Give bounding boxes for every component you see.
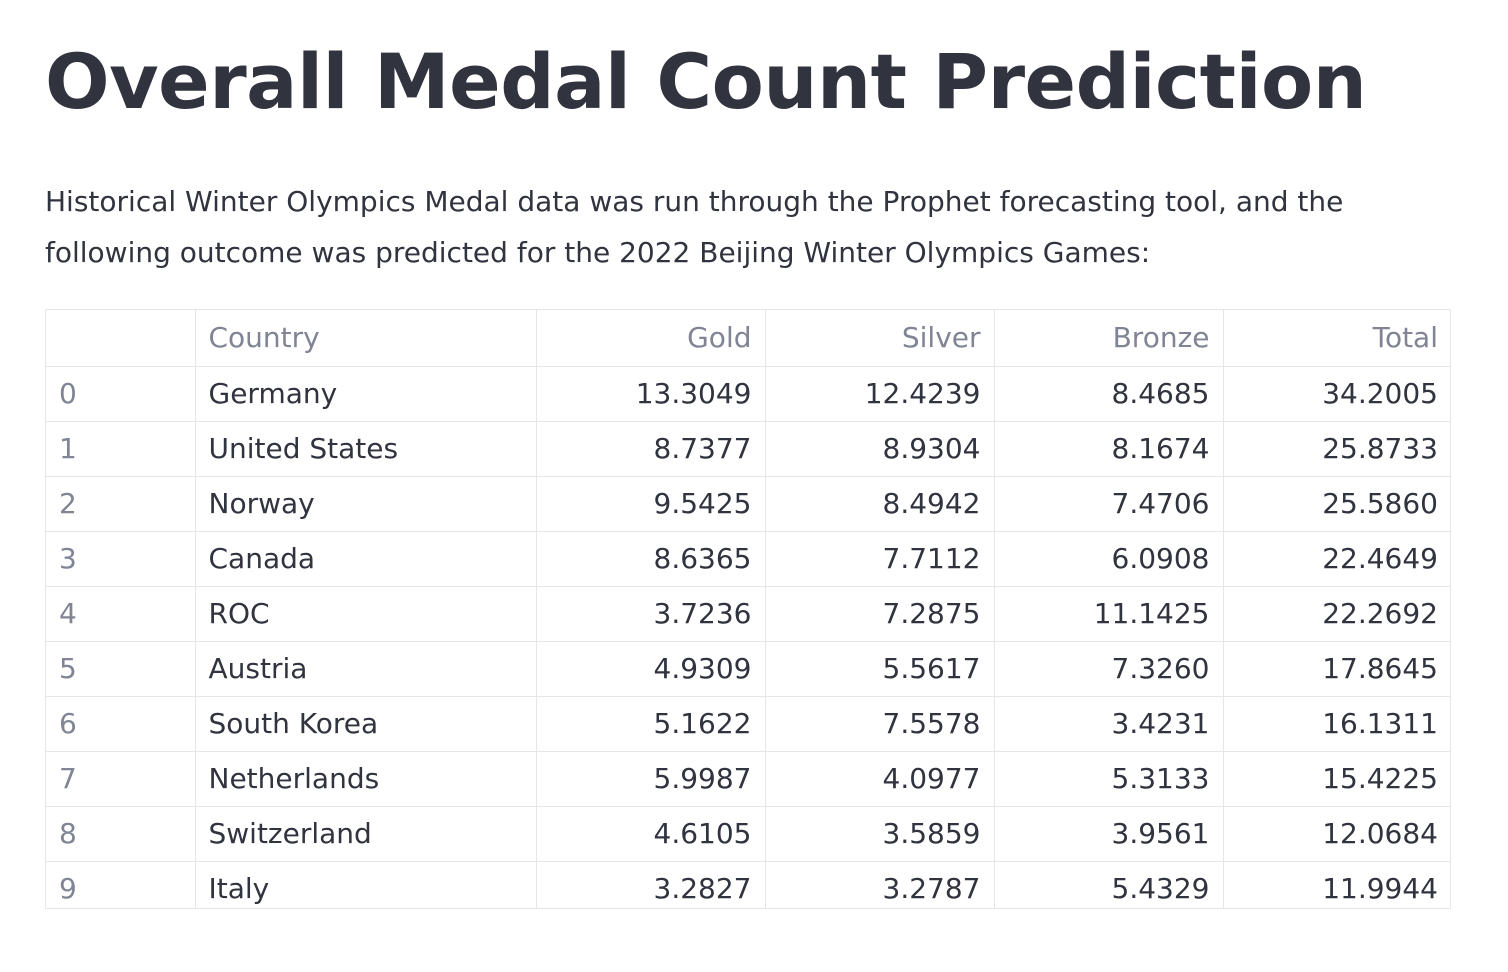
silver-cell[interactable]: 7.2875 xyxy=(765,586,995,642)
silver-cell[interactable]: 7.5578 xyxy=(765,696,995,752)
gold-cell[interactable]: 3.7236 xyxy=(536,586,766,642)
page-title: Overall Medal Count Prediction xyxy=(45,37,1367,126)
table-row: 3 Canada 8.6365 7.7112 6.0908 22.4649 xyxy=(46,531,1450,587)
bronze-cell[interactable]: 6.0908 xyxy=(994,531,1224,587)
silver-cell[interactable]: 12.4239 xyxy=(765,366,995,422)
total-cell[interactable]: 22.2692 xyxy=(1223,586,1450,642)
medal-table: Country Gold Silver Bronze Total 0 German… xyxy=(46,310,1450,908)
row-index-cell[interactable]: 5 xyxy=(46,641,196,697)
row-index-cell[interactable]: 7 xyxy=(46,751,196,807)
column-header-total[interactable]: Total xyxy=(1223,310,1450,367)
silver-cell[interactable]: 8.4942 xyxy=(765,476,995,532)
table-header-row: Country Gold Silver Bronze Total xyxy=(46,310,1450,367)
table-row: 0 Germany 13.3049 12.4239 8.4685 34.2005 xyxy=(46,366,1450,422)
row-index-cell[interactable]: 9 xyxy=(46,861,196,908)
silver-cell[interactable]: 8.9304 xyxy=(765,421,995,477)
column-header-silver[interactable]: Silver xyxy=(765,310,995,367)
gold-cell[interactable]: 4.9309 xyxy=(536,641,766,697)
column-header-gold[interactable]: Gold xyxy=(536,310,766,367)
country-cell[interactable]: ROC xyxy=(195,586,537,642)
country-cell[interactable]: Norway xyxy=(195,476,537,532)
total-cell[interactable]: 12.0684 xyxy=(1223,806,1450,862)
bronze-cell[interactable]: 3.4231 xyxy=(994,696,1224,752)
country-cell[interactable]: South Korea xyxy=(195,696,537,752)
gold-cell[interactable]: 3.2827 xyxy=(536,861,766,908)
silver-cell[interactable]: 4.0977 xyxy=(765,751,995,807)
column-header-index[interactable] xyxy=(46,310,196,367)
bronze-cell[interactable]: 5.3133 xyxy=(994,751,1224,807)
gold-cell[interactable]: 5.9987 xyxy=(536,751,766,807)
table-row: 1 United States 8.7377 8.9304 8.1674 25.8733 xyxy=(46,421,1450,477)
total-cell[interactable]: 22.4649 xyxy=(1223,531,1450,587)
total-cell[interactable]: 11.9944 xyxy=(1223,861,1450,908)
table-row: 6 South Korea 5.1622 7.5578 3.4231 16.1311 xyxy=(46,696,1450,752)
row-index-cell[interactable]: 1 xyxy=(46,421,196,477)
gold-cell[interactable]: 5.1622 xyxy=(536,696,766,752)
gold-cell[interactable]: 9.5425 xyxy=(536,476,766,532)
gold-cell[interactable]: 4.6105 xyxy=(536,806,766,862)
country-cell[interactable]: Germany xyxy=(195,366,537,422)
intro-paragraph: Historical Winter Olympics Medal data wa… xyxy=(45,185,1344,269)
total-cell[interactable]: 16.1311 xyxy=(1223,696,1450,752)
row-index-cell[interactable]: 0 xyxy=(46,366,196,422)
gold-cell[interactable]: 8.7377 xyxy=(536,421,766,477)
bronze-cell[interactable]: 8.1674 xyxy=(994,421,1224,477)
bronze-cell[interactable]: 7.4706 xyxy=(994,476,1224,532)
table-row: 7 Netherlands 5.9987 4.0977 5.3133 15.4225 xyxy=(46,751,1450,807)
silver-cell[interactable]: 3.5859 xyxy=(765,806,995,862)
silver-cell[interactable]: 5.5617 xyxy=(765,641,995,697)
total-cell[interactable]: 17.8645 xyxy=(1223,641,1450,697)
country-cell[interactable]: United States xyxy=(195,421,537,477)
bronze-cell[interactable]: 8.4685 xyxy=(994,366,1224,422)
silver-cell[interactable]: 3.2787 xyxy=(765,861,995,908)
row-index-cell[interactable]: 2 xyxy=(46,476,196,532)
total-cell[interactable]: 34.2005 xyxy=(1223,366,1450,422)
bronze-cell[interactable]: 11.1425 xyxy=(994,586,1224,642)
silver-cell[interactable]: 7.7112 xyxy=(765,531,995,587)
bronze-cell[interactable]: 5.4329 xyxy=(994,861,1224,908)
country-cell[interactable]: Switzerland xyxy=(195,806,537,862)
country-cell[interactable]: Italy xyxy=(195,861,537,908)
country-cell[interactable]: Austria xyxy=(195,641,537,697)
row-index-cell[interactable]: 6 xyxy=(46,696,196,752)
table-row: 8 Switzerland 4.6105 3.5859 3.9561 12.0684 xyxy=(46,806,1450,862)
table-row: 9 Italy 3.2827 3.2787 5.4329 11.9944 xyxy=(46,861,1450,908)
column-header-country[interactable]: Country xyxy=(195,310,537,367)
table-row: 2 Norway 9.5425 8.4942 7.4706 25.5860 xyxy=(46,476,1450,532)
column-header-bronze[interactable]: Bronze xyxy=(994,310,1224,367)
row-index-cell[interactable]: 3 xyxy=(46,531,196,587)
row-index-cell[interactable]: 4 xyxy=(46,586,196,642)
gold-cell[interactable]: 13.3049 xyxy=(536,366,766,422)
bronze-cell[interactable]: 7.3260 xyxy=(994,641,1224,697)
table-row: 5 Austria 4.9309 5.5617 7.3260 17.8645 xyxy=(46,641,1450,697)
country-cell[interactable]: Netherlands xyxy=(195,751,537,807)
total-cell[interactable]: 15.4225 xyxy=(1223,751,1450,807)
table-row: 4 ROC 3.7236 7.2875 11.1425 22.2692 xyxy=(46,586,1450,642)
gold-cell[interactable]: 8.6365 xyxy=(536,531,766,587)
total-cell[interactable]: 25.8733 xyxy=(1223,421,1450,477)
total-cell[interactable]: 25.5860 xyxy=(1223,476,1450,532)
row-index-cell[interactable]: 8 xyxy=(46,806,196,862)
medal-dataframe[interactable]: Country Gold Silver Bronze Total 0 German… xyxy=(45,309,1451,909)
bronze-cell[interactable]: 3.9561 xyxy=(994,806,1224,862)
country-cell[interactable]: Canada xyxy=(195,531,537,587)
